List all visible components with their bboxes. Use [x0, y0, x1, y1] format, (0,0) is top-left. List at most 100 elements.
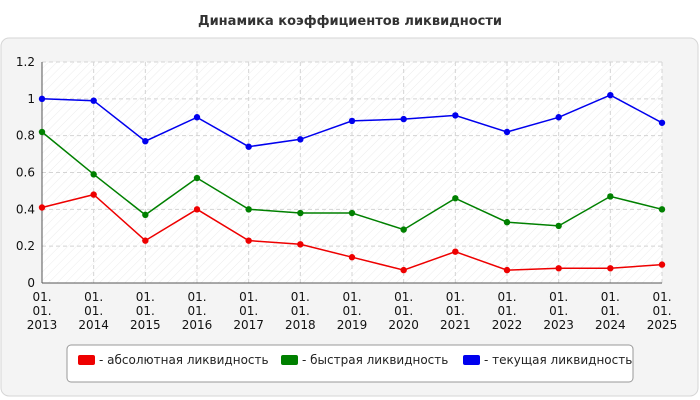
- legend-swatch: [463, 355, 480, 365]
- data-point: [38, 128, 46, 136]
- data-point: [658, 119, 666, 126]
- y-tick-label: 1.2: [16, 55, 35, 69]
- data-point: [503, 266, 511, 274]
- x-tick-label: 01. 01. 2024: [595, 290, 626, 332]
- x-tick-label-line: 2015: [130, 318, 161, 332]
- data-point: [400, 266, 407, 274]
- data-point: [142, 137, 149, 145]
- x-tick-label-line: 01.: [291, 304, 310, 318]
- data-point: [245, 237, 252, 244]
- x-tick-label: 01. 01. 2019: [337, 290, 368, 332]
- x-tick-label-line: 2024: [595, 318, 626, 332]
- legend-label: - абсолютная ликвидность: [99, 353, 269, 367]
- y-tick-label: 0: [27, 276, 35, 290]
- y-tick-label: 1: [27, 92, 35, 106]
- x-tick-label-line: 2019: [337, 318, 368, 332]
- x-tick-label-line: 01.: [136, 304, 155, 318]
- data-point: [555, 222, 562, 230]
- data-point: [38, 95, 46, 103]
- series-layer: [38, 91, 666, 274]
- data-point: [38, 204, 46, 211]
- legend-label: - быстрая ликвидность: [302, 353, 448, 367]
- x-tick-label: 01. 01. 2025: [647, 290, 678, 332]
- data-point: [658, 261, 666, 268]
- x-tick-label-line: 2023: [543, 318, 574, 332]
- data-point: [348, 254, 356, 261]
- data-point: [503, 219, 511, 226]
- x-tick-label: 01. 01. 2013: [27, 290, 58, 332]
- data-point: [245, 206, 252, 213]
- x-tick-label-line: 01.: [446, 304, 465, 318]
- x-tick-label-line: 2013: [27, 318, 58, 332]
- x-tick-label-line: 2022: [492, 318, 523, 332]
- legend: - абсолютная ликвидность - быстрая ликвид…: [66, 344, 634, 383]
- data-point: [658, 206, 666, 213]
- x-tick-label-line: 01.: [84, 304, 103, 318]
- x-tick-label-line: 01.: [84, 290, 103, 304]
- data-point: [348, 209, 356, 217]
- data-point: [452, 112, 459, 119]
- legend-box: [66, 344, 634, 383]
- x-tick-label-line: 01.: [497, 290, 516, 304]
- data-point: [607, 193, 614, 200]
- data-point: [90, 191, 97, 198]
- legend-swatch: [281, 355, 298, 365]
- x-tick-label-line: 2025: [647, 318, 678, 332]
- data-point: [90, 171, 97, 178]
- x-tick-label: 01. 01. 2022: [492, 290, 523, 332]
- data-point: [400, 226, 407, 233]
- x-tick-label-line: 01.: [601, 304, 620, 318]
- x-tick-label-line: 01.: [549, 290, 568, 304]
- legend-label: - текущая ликвидность: [484, 353, 632, 367]
- x-tick-label-line: 2016: [182, 318, 213, 332]
- x-tick-label-line: 01.: [497, 304, 516, 318]
- x-tick-label-line: 01.: [32, 304, 51, 318]
- data-point: [245, 143, 252, 150]
- y-tick-labels: 0 0.2 0.4 0.6 0.8 1 1.2: [16, 55, 35, 290]
- data-point: [452, 195, 459, 202]
- x-tick-label-line: 2017: [233, 318, 264, 332]
- x-tick-label-line: 01.: [291, 290, 310, 304]
- legend-swatch: [78, 355, 95, 365]
- x-tick-label: 01. 01. 2021: [440, 290, 471, 332]
- x-tick-label-line: 01.: [394, 290, 413, 304]
- data-point: [555, 265, 562, 272]
- y-tick-label: 0.4: [16, 202, 35, 216]
- x-tick-label-line: 01.: [549, 304, 568, 318]
- x-tick-label-line: 01.: [239, 290, 258, 304]
- data-point: [607, 265, 614, 272]
- data-point: [400, 115, 407, 123]
- data-point: [297, 209, 304, 217]
- x-tick-label: 01. 01. 2018: [285, 290, 316, 332]
- x-tick-label-line: 01.: [239, 304, 258, 318]
- x-tick-label: 01. 01. 2020: [388, 290, 419, 332]
- x-tick-label-line: 2020: [388, 318, 419, 332]
- data-point: [555, 114, 562, 121]
- x-tick-label-line: 01.: [394, 304, 413, 318]
- x-tick-label-line: 2014: [78, 318, 109, 332]
- x-tick-label-line: 01.: [136, 290, 155, 304]
- chart-title: Динамика коэффициентов ликвидности: [198, 14, 502, 29]
- x-tick-label-line: 2021: [440, 318, 471, 332]
- x-tick-label-line: 2018: [285, 318, 316, 332]
- x-tick-label-line: 01.: [652, 304, 671, 318]
- data-point: [193, 114, 201, 121]
- y-tick-label: 0.8: [16, 129, 35, 143]
- x-tick-label: 01. 01. 2023: [543, 290, 574, 332]
- data-point: [348, 117, 356, 125]
- data-point: [452, 248, 459, 255]
- y-tick-label: 0.2: [16, 239, 35, 253]
- x-tick-label: 01. 01. 2017: [233, 290, 264, 332]
- x-tick-label-line: 01.: [652, 290, 671, 304]
- data-point: [607, 91, 614, 99]
- data-point: [193, 206, 201, 213]
- data-point: [503, 128, 511, 136]
- x-tick-label-line: 01.: [342, 290, 361, 304]
- x-tick-label-line: 01.: [32, 290, 51, 304]
- data-point: [142, 237, 149, 244]
- x-tick-label: 01. 01. 2016: [182, 290, 213, 332]
- data-point: [297, 136, 304, 143]
